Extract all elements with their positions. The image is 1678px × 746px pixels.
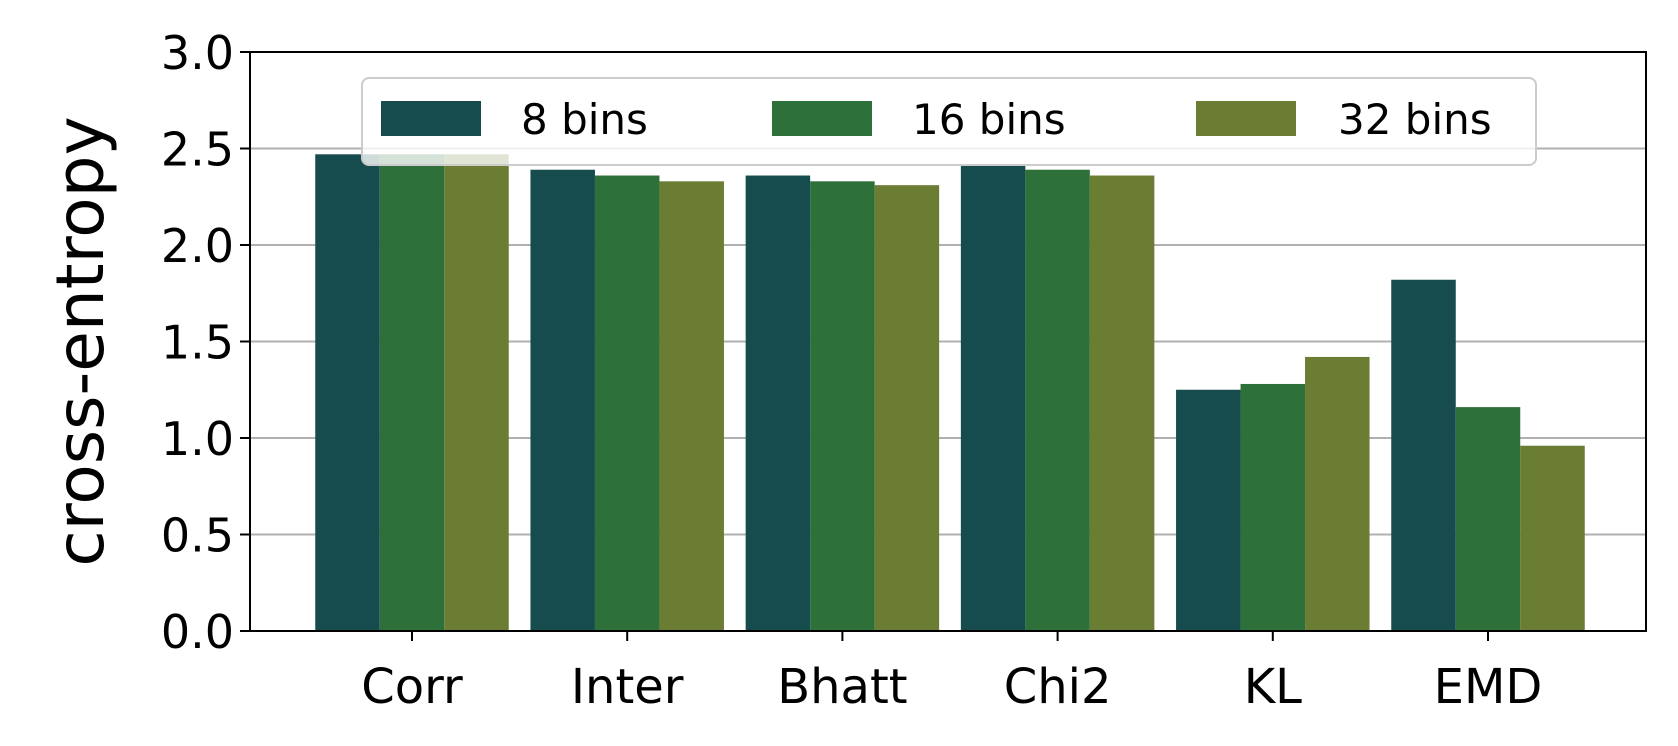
bar — [874, 185, 940, 632]
bar — [530, 169, 595, 632]
bar — [444, 154, 509, 632]
y-tick-label: 1.0 — [161, 412, 234, 466]
x-tick-label: Bhatt — [777, 659, 907, 715]
bar — [1305, 356, 1370, 631]
axes: 0.0 0.5 1.0 1.5 2.0 2.5 3.0 Corr Inter Bhatt Chi2 K… — [161, 26, 1647, 715]
bar — [810, 181, 875, 631]
bar — [745, 175, 811, 631]
y-tick-label: 2.0 — [161, 219, 234, 273]
x-tick-label: KL — [1244, 659, 1302, 715]
bar — [1391, 279, 1456, 631]
bar — [379, 154, 445, 632]
x-tick-label: Corr — [361, 659, 463, 715]
x-tick-label: Inter — [571, 659, 684, 715]
bar — [1089, 175, 1155, 631]
legend-box — [361, 77, 1537, 166]
legend: 8 bins 16 bins 32 bins — [361, 77, 1537, 166]
bar — [659, 181, 724, 631]
legend-label: 8 bins — [521, 95, 648, 144]
bar — [315, 154, 380, 632]
bar — [1240, 383, 1306, 631]
x-tick-label: EMD — [1434, 659, 1543, 715]
legend-label: 32 bins — [1338, 95, 1492, 144]
legend-swatch — [772, 101, 872, 136]
bar — [1520, 445, 1585, 631]
bar — [1455, 407, 1521, 631]
y-tick-label: 3.0 — [161, 26, 234, 80]
y-tick-label: 0.5 — [161, 509, 234, 563]
y-tick-label: 0.0 — [161, 605, 234, 659]
bar — [960, 165, 1026, 631]
legend-swatch — [381, 101, 481, 136]
bar — [1025, 169, 1090, 632]
bar — [594, 175, 660, 631]
x-tick-label: Chi2 — [1004, 659, 1112, 715]
y-tick-label: 2.5 — [161, 123, 234, 177]
bar — [1176, 389, 1241, 631]
legend-label: 16 bins — [912, 95, 1066, 144]
legend-swatch — [1196, 101, 1296, 136]
y-tick-label: 1.5 — [161, 316, 234, 370]
bars — [315, 154, 1585, 632]
y-axis-label: cross-entropy — [42, 116, 119, 566]
